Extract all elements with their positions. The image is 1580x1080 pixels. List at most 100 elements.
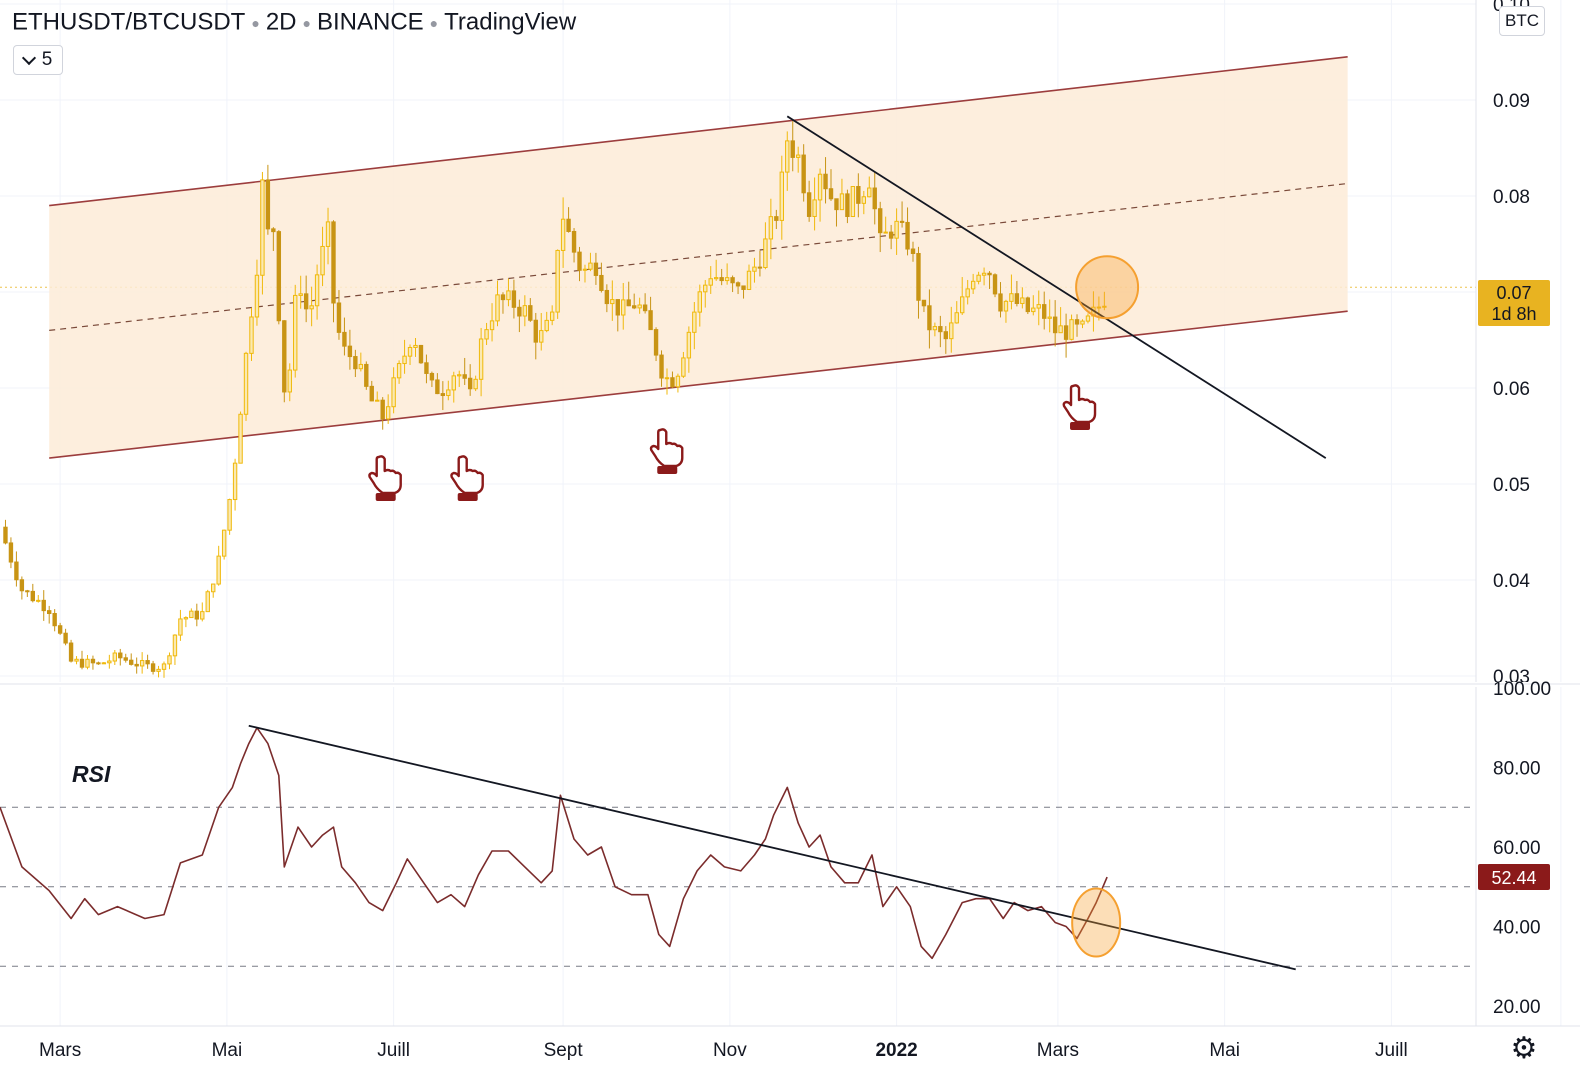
candle-body	[1096, 306, 1102, 309]
symbol-label[interactable]: ETHUSDT/BTCUSDT	[12, 8, 246, 36]
time-tick-label: Juill	[377, 1040, 410, 1061]
candle-body	[74, 658, 79, 662]
candle-body	[232, 462, 238, 501]
candle-body	[604, 289, 610, 305]
candle-body	[172, 634, 178, 657]
candle-body	[467, 377, 473, 390]
pointing-hand-icon	[649, 428, 684, 474]
pointing-hand-icon	[1062, 384, 1097, 430]
candle-body	[391, 377, 396, 408]
candle-body	[577, 251, 582, 271]
candle-body	[932, 326, 938, 331]
candle-body	[287, 369, 292, 393]
candle-body	[965, 288, 970, 298]
pointing-hand-icon	[368, 455, 402, 501]
candle-body	[703, 284, 708, 293]
candle-body	[446, 389, 451, 397]
chart-header[interactable]: ETHUSDT/BTCUSDT ● 2D ● BINANCE ● TradingView	[12, 8, 576, 37]
candle-body	[905, 221, 910, 250]
candle-body	[396, 363, 402, 379]
time-tick-label: Mars	[1037, 1040, 1079, 1061]
candle-body	[850, 186, 856, 218]
hand-outline	[450, 455, 484, 495]
rsi-tick-label: 40.00	[1493, 918, 1541, 939]
candle-body	[981, 272, 987, 276]
candle-body	[407, 346, 413, 357]
candle-body	[189, 610, 194, 619]
time-axis[interactable]: MarsMaiJuillSeptNov2022MarsMaiJuillSep	[0, 1025, 1580, 1080]
candle-body	[599, 274, 604, 291]
candle-body	[1047, 316, 1052, 319]
candle-body	[517, 306, 522, 317]
gear-icon[interactable]: ⚙	[1510, 1032, 1538, 1065]
candle-body	[79, 658, 85, 668]
candle-body	[752, 266, 757, 272]
candle-body	[828, 188, 834, 200]
candle-body	[970, 280, 976, 290]
candle-body	[57, 625, 63, 634]
candle-body	[1058, 325, 1063, 334]
candle-body	[593, 262, 599, 276]
candle-body	[216, 555, 221, 585]
candle-body	[992, 274, 998, 295]
candle-body	[96, 662, 101, 665]
candle-body	[659, 354, 664, 379]
candle-body	[960, 296, 965, 314]
hand-outline	[649, 428, 684, 468]
candle-body	[768, 216, 774, 240]
separator-dot: ●	[251, 14, 260, 31]
candle-body	[36, 599, 41, 602]
candle-body	[555, 249, 560, 313]
price-tick-label: 0.04	[1493, 571, 1530, 592]
candle-body	[626, 299, 631, 307]
candle-body	[735, 282, 741, 287]
candle-body	[478, 338, 484, 380]
currency-label: BTC	[1505, 11, 1539, 30]
rsi-breakout-circle	[1071, 887, 1122, 958]
candle-body	[785, 140, 790, 173]
candle-body	[320, 245, 325, 276]
hand-outline	[368, 455, 402, 495]
candle-body	[883, 231, 888, 234]
indicators-toggle-button[interactable]: 5	[13, 45, 63, 75]
candle-body	[451, 375, 456, 391]
candle-body	[746, 270, 752, 290]
candle-body	[369, 385, 374, 402]
candle-body	[888, 231, 894, 239]
candle-body	[325, 221, 331, 247]
candle-body	[424, 362, 429, 374]
candle-body	[528, 305, 533, 321]
candle-body	[812, 199, 817, 217]
candle-body	[801, 154, 806, 194]
candle-body	[167, 655, 172, 665]
candle-body	[867, 187, 872, 198]
time-tick-label: 2022	[875, 1040, 917, 1061]
candle-body	[227, 499, 232, 531]
candlestick-series	[3, 121, 1107, 678]
support-touch-markers	[368, 384, 1097, 501]
candle-body	[101, 662, 107, 665]
interval-label[interactable]: 2D	[265, 8, 297, 36]
candle-body	[817, 173, 823, 201]
candle-body	[309, 305, 314, 310]
candle-body	[183, 617, 189, 620]
candle-body	[418, 344, 424, 364]
candle-body	[68, 642, 74, 662]
price-tick-label: 0.06	[1493, 379, 1530, 400]
candle-body	[779, 171, 784, 221]
currency-button[interactable]: BTC	[1499, 6, 1545, 36]
candle-body	[260, 179, 265, 276]
candle-body	[648, 310, 653, 331]
rsi-tick-label: 60.00	[1493, 838, 1541, 859]
candle-body	[621, 299, 626, 316]
candle-body	[998, 293, 1003, 312]
hand-cuff	[657, 466, 678, 474]
candle-body	[489, 320, 495, 331]
candle-body	[1063, 325, 1069, 340]
candle-body	[205, 591, 210, 613]
pointing-hand-icon	[450, 455, 484, 501]
candle-body	[741, 285, 746, 290]
candle-body	[178, 618, 183, 636]
